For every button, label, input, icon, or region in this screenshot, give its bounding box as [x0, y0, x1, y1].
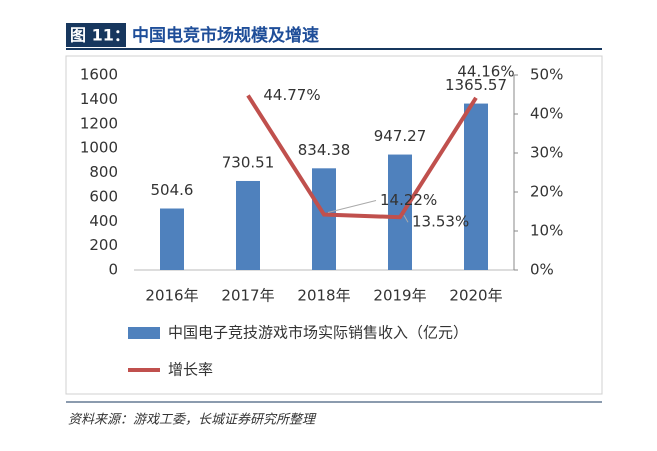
- y-tick-label: 1400: [80, 90, 118, 108]
- bar-value-label: 834.38: [298, 141, 351, 159]
- chart-frame: [65, 55, 603, 395]
- y-tick-label: 200: [89, 236, 118, 254]
- x-tick-label: 2020年: [449, 287, 502, 305]
- bar: [312, 168, 336, 270]
- line-value-label: 14.22%: [380, 191, 437, 209]
- y-tick-label: 1000: [80, 139, 118, 157]
- bar-value-label: 947.27: [374, 127, 427, 145]
- line-value-label: 13.53%: [412, 213, 469, 231]
- bar: [236, 180, 260, 270]
- bar-value-label: 730.51: [222, 153, 275, 171]
- chart-title: 中国电竞市场规模及增速: [132, 25, 319, 46]
- x-tick-label: 2017年: [221, 287, 274, 305]
- bar: [464, 103, 488, 270]
- y2-tick-label: 40%: [530, 105, 563, 123]
- y-tick-label: 0: [108, 261, 118, 279]
- x-tick-label: 2018年: [297, 287, 350, 305]
- y-tick-label: 400: [89, 212, 118, 230]
- y-tick-label: 800: [89, 163, 118, 181]
- source: 资料来源：游戏工委，长城证券研究所整理: [68, 412, 317, 428]
- y2-tick-label: 0%: [530, 261, 554, 279]
- x-tick-label: 2016年: [145, 287, 198, 305]
- line-value-label: 44.77%: [263, 86, 320, 104]
- y2-tick-label: 20%: [530, 183, 563, 201]
- x-tick-label: 2019年: [373, 287, 426, 305]
- y-tick-label: 600: [89, 187, 118, 205]
- leader-line: [403, 214, 409, 223]
- y-tick-label: 1600: [80, 66, 118, 84]
- bar-value-label: 504.6: [151, 181, 194, 199]
- bar: [160, 208, 184, 270]
- legend-label: 增长率: [168, 361, 213, 379]
- figure-label: 图 11：: [70, 26, 130, 45]
- y2-tick-label: 30%: [530, 144, 563, 162]
- figure-label-box: [66, 23, 126, 47]
- y2-tick-label: 50%: [530, 66, 563, 84]
- bar: [388, 154, 412, 270]
- leader-line: [327, 200, 377, 214]
- growth-line: [246, 94, 478, 220]
- legend-swatch: [128, 327, 160, 339]
- y2-tick-label: 10%: [530, 222, 563, 240]
- y-tick-label: 1200: [80, 114, 118, 132]
- bar-value-label: 1365.57: [445, 76, 507, 94]
- legend-label: 中国电子竞技游戏市场实际销售收入（亿元）: [168, 324, 468, 342]
- line-value-label: 44.16%: [457, 62, 514, 80]
